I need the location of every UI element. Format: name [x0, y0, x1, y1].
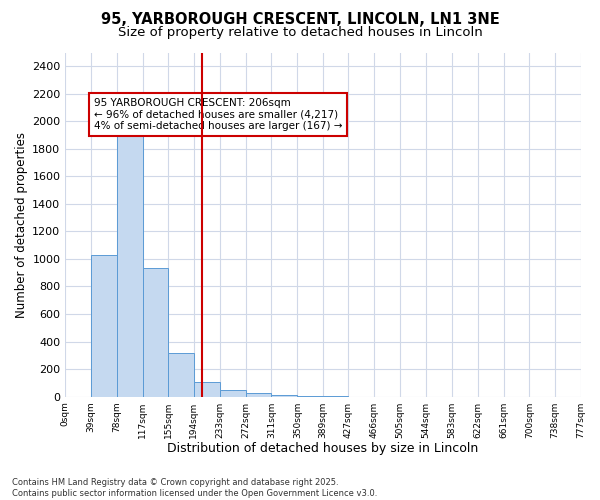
Bar	[143, 268, 168, 396]
Bar	[117, 132, 143, 396]
Bar	[168, 352, 194, 397]
Text: Contains HM Land Registry data © Crown copyright and database right 2025.
Contai: Contains HM Land Registry data © Crown c…	[12, 478, 377, 498]
Bar	[194, 382, 220, 396]
Text: 95 YARBOROUGH CRESCENT: 206sqm
← 96% of detached houses are smaller (4,217)
4% o: 95 YARBOROUGH CRESCENT: 206sqm ← 96% of …	[94, 98, 342, 131]
Bar	[245, 393, 271, 396]
Text: Size of property relative to detached houses in Lincoln: Size of property relative to detached ho…	[118, 26, 482, 39]
Text: 95, YARBOROUGH CRESCENT, LINCOLN, LN1 3NE: 95, YARBOROUGH CRESCENT, LINCOLN, LN1 3N…	[101, 12, 499, 28]
X-axis label: Distribution of detached houses by size in Lincoln: Distribution of detached houses by size …	[167, 442, 479, 455]
Bar	[91, 255, 117, 396]
Bar	[220, 390, 245, 396]
Bar	[271, 395, 298, 396]
Y-axis label: Number of detached properties: Number of detached properties	[15, 132, 28, 318]
